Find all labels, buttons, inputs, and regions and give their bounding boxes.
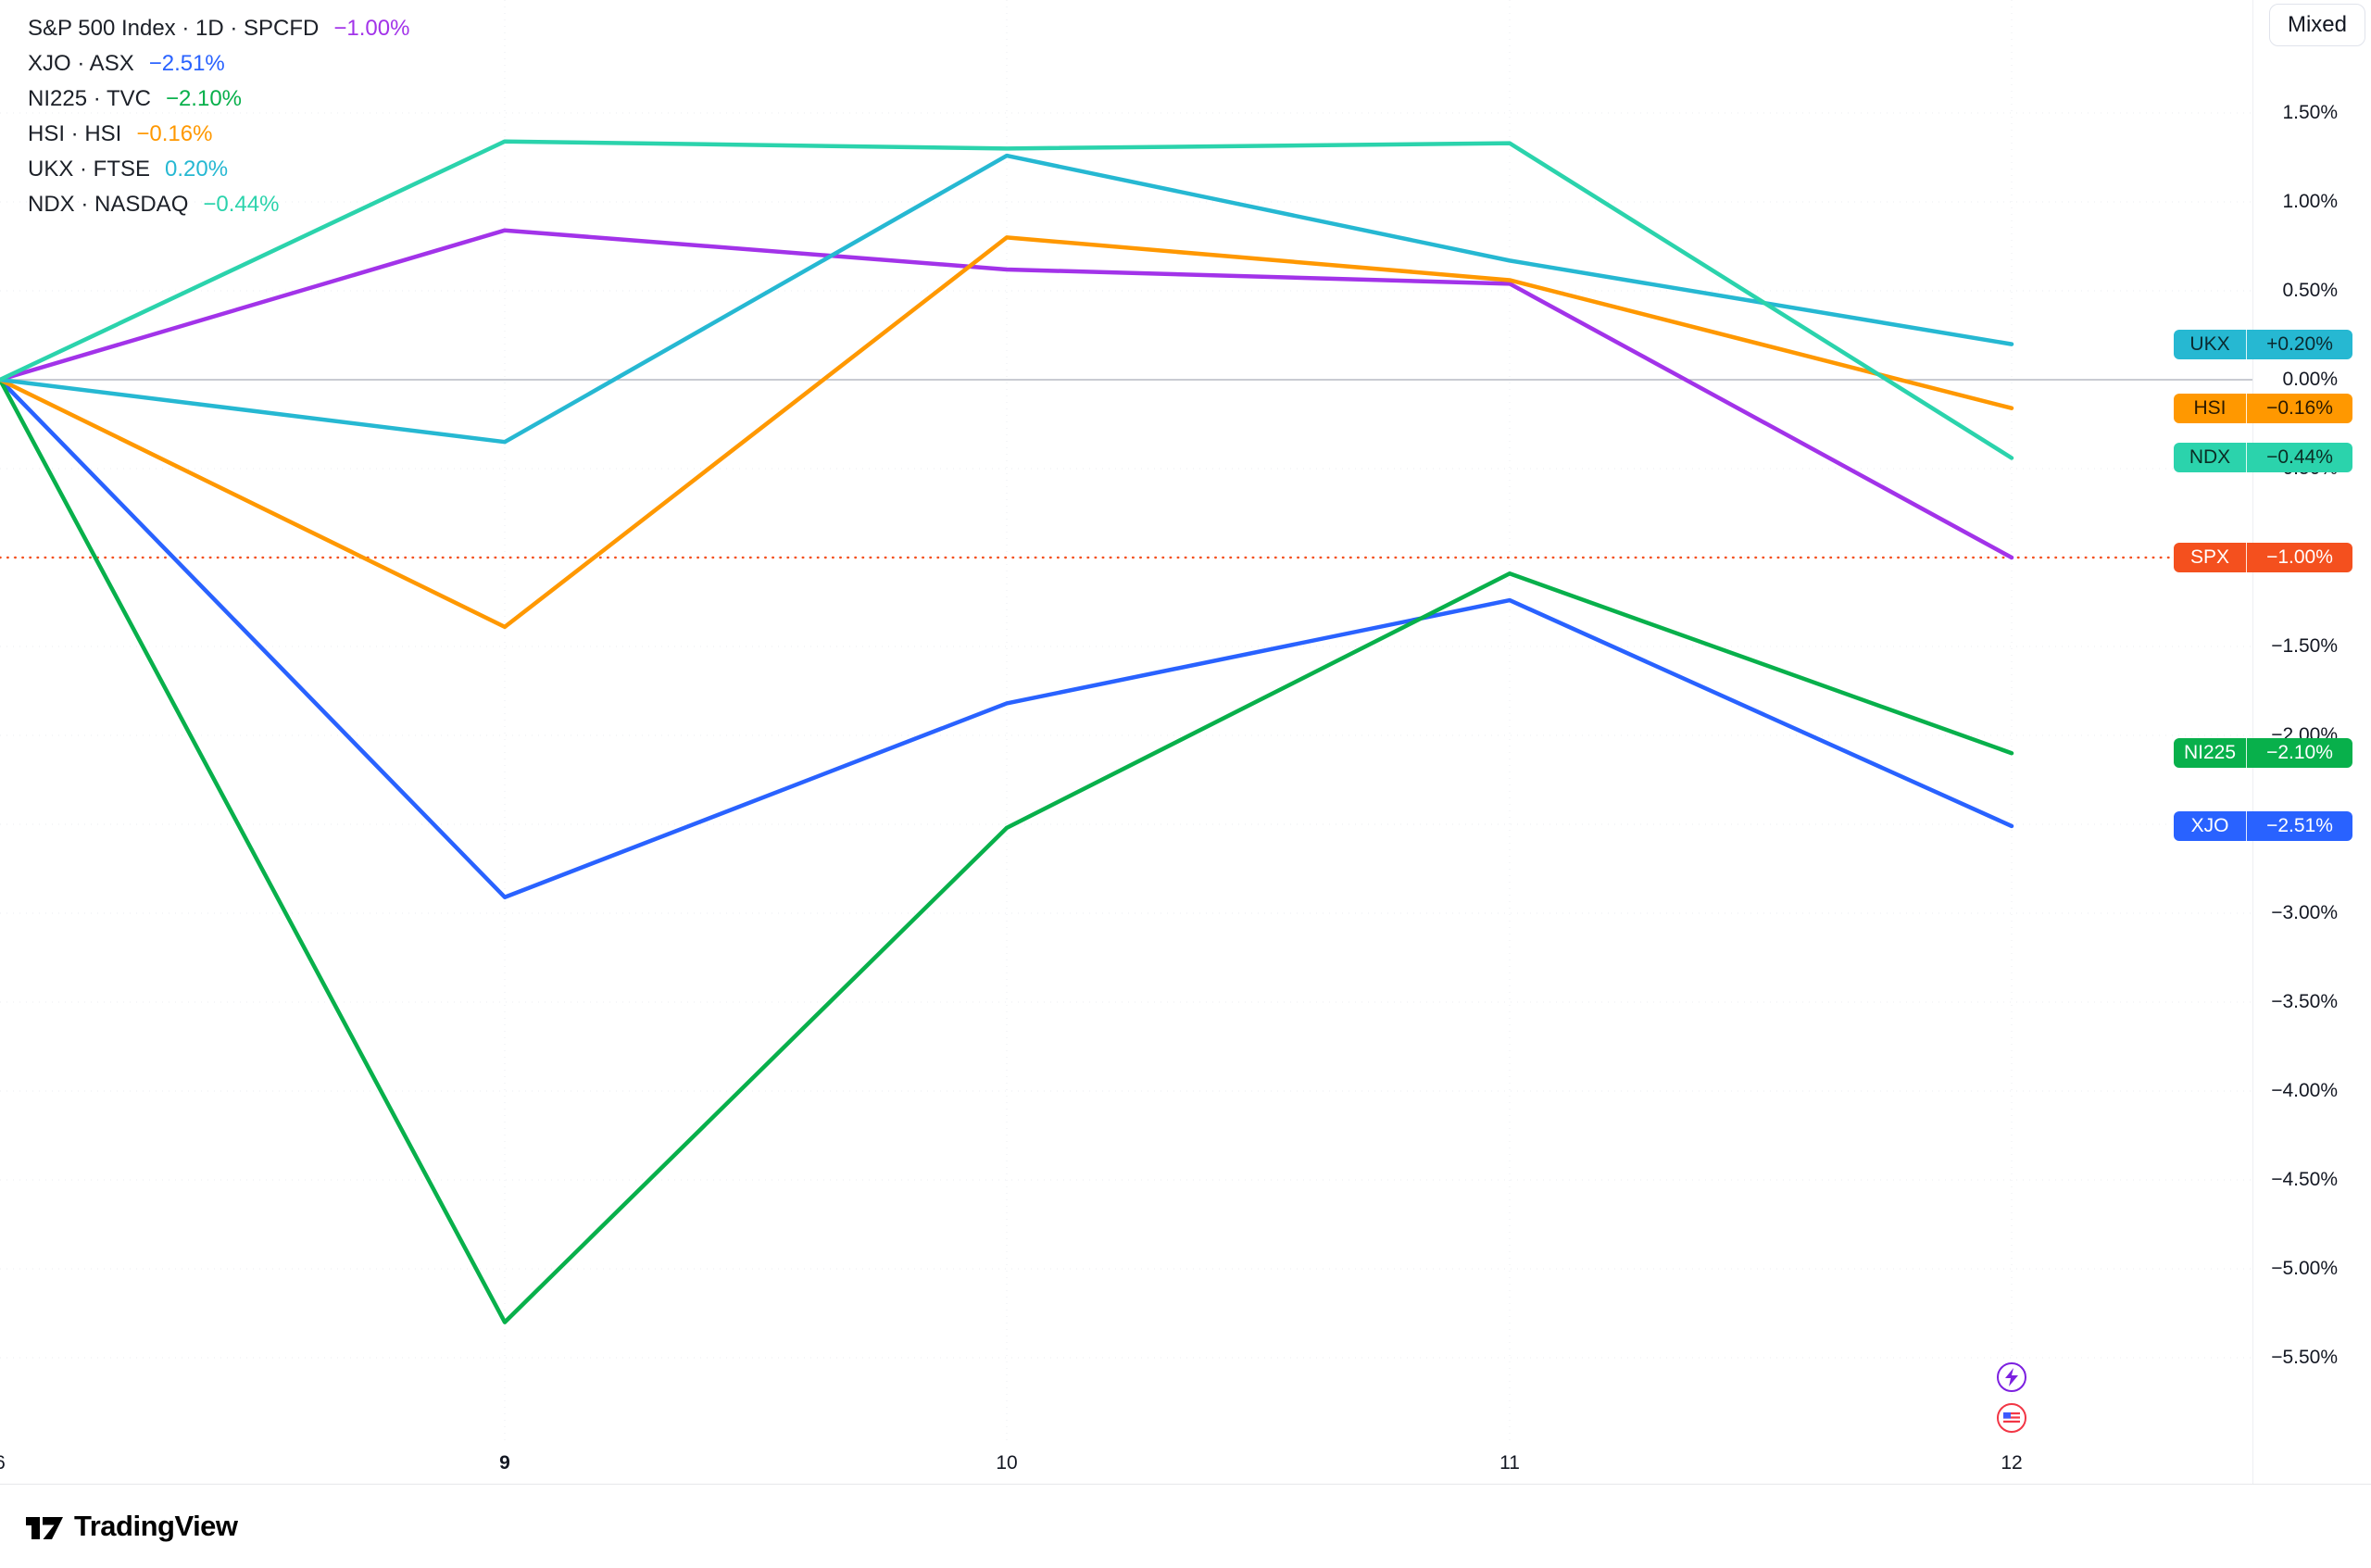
- lightning-bolt-glyph: [2005, 1368, 2018, 1386]
- price-label-symbol: SPX: [2174, 543, 2247, 572]
- x-axis-label-9: 9: [499, 1452, 510, 1474]
- legend-row-3[interactable]: HSI · HSI −0.16%: [28, 117, 409, 152]
- y-axis-label: −4.50%: [2271, 1169, 2338, 1190]
- market-status-button[interactable]: Mixed: [2269, 4, 2365, 46]
- tradingview-logo[interactable]: TradingView: [24, 1506, 238, 1547]
- legend-change-value: −2.10%: [165, 86, 243, 111]
- lightning-event-icon[interactable]: [1997, 1362, 2026, 1392]
- legend-change-value: 0.20%: [165, 157, 229, 182]
- footer-bar: TradingView: [0, 1484, 2371, 1568]
- x-axis-label-10: 10: [996, 1452, 1018, 1474]
- legend-change-value: −0.16%: [136, 121, 213, 146]
- chart-canvas[interactable]: [0, 0, 2371, 1484]
- price-label-value: −0.44%: [2247, 443, 2352, 473]
- legend-symbol: HSI · HSI: [28, 121, 122, 146]
- series-line-hsi[interactable]: [0, 235, 2014, 630]
- us-flag-glyph: [2003, 1411, 2020, 1423]
- legend: S&P 500 Index · 1D · SPCFD −1.00% XJO · AS…: [28, 11, 409, 222]
- y-axis-label: 1.50%: [2282, 102, 2338, 123]
- legend-row-2[interactable]: NI225 · TVC −2.10%: [28, 82, 409, 117]
- series-line-spx[interactable]: [0, 228, 2014, 560]
- y-axis-label: −4.00%: [2271, 1080, 2338, 1101]
- y-axis-label: 0.00%: [2282, 369, 2338, 390]
- price-label-hsi[interactable]: HSI −0.16%: [2174, 393, 2352, 423]
- legend-symbol: NI225 · TVC: [28, 86, 151, 111]
- series-line-ni225[interactable]: [0, 377, 2014, 1324]
- y-axis-label: −5.50%: [2271, 1347, 2338, 1368]
- y-axis-label: −3.00%: [2271, 902, 2338, 923]
- legend-change-value: −2.51%: [148, 51, 225, 76]
- price-label-value: +0.20%: [2247, 329, 2352, 359]
- price-label-spx[interactable]: SPX −1.00%: [2174, 543, 2352, 572]
- y-axis-label: −1.50%: [2271, 635, 2338, 657]
- price-label-ndx[interactable]: NDX −0.44%: [2174, 443, 2352, 473]
- y-axis-label: 1.00%: [2282, 191, 2338, 212]
- legend-symbol: S&P 500 Index · 1D · SPCFD: [28, 16, 320, 41]
- price-label-ni225[interactable]: NI225 −2.10%: [2174, 738, 2352, 769]
- price-label-value: −2.51%: [2247, 810, 2352, 841]
- price-label-value: −0.16%: [2247, 393, 2352, 423]
- x-axis-label-6: 6: [0, 1452, 6, 1474]
- legend-row-0[interactable]: S&P 500 Index · 1D · SPCFD −1.00%: [28, 11, 409, 46]
- price-label-xjo[interactable]: XJO −2.51%: [2174, 810, 2352, 841]
- legend-change-value: −0.44%: [203, 192, 280, 217]
- tradingview-mark-icon: [26, 1517, 63, 1539]
- price-label-symbol: NDX: [2174, 443, 2247, 473]
- price-label-value: −1.00%: [2247, 543, 2352, 572]
- legend-change-value: −1.00%: [333, 16, 410, 41]
- legend-symbol: UKX · FTSE: [28, 157, 151, 182]
- y-axis-label: −5.00%: [2271, 1258, 2338, 1279]
- us-flag-event-icon[interactable]: [1997, 1403, 2026, 1433]
- x-axis-label-11: 11: [1499, 1452, 1520, 1474]
- price-label-symbol: HSI: [2174, 393, 2247, 423]
- series-line-ndx[interactable]: [0, 139, 2014, 460]
- price-label-symbol: UKX: [2174, 329, 2247, 359]
- price-label-ukx[interactable]: UKX +0.20%: [2174, 329, 2352, 359]
- y-axis-label: −3.50%: [2271, 991, 2338, 1012]
- price-label-symbol: NI225: [2174, 738, 2247, 769]
- legend-row-5[interactable]: NDX · NASDAQ −0.44%: [28, 187, 409, 222]
- legend-symbol: NDX · NASDAQ: [28, 192, 189, 217]
- price-label-symbol: XJO: [2174, 810, 2247, 841]
- legend-row-1[interactable]: XJO · ASX −2.51%: [28, 46, 409, 82]
- legend-row-4[interactable]: UKX · FTSE 0.20%: [28, 152, 409, 187]
- legend-symbol: XJO · ASX: [28, 51, 134, 76]
- price-label-value: −2.10%: [2247, 738, 2352, 769]
- series-line-ukx[interactable]: [0, 153, 2014, 445]
- y-axis-label: 0.50%: [2282, 280, 2338, 301]
- series-line-xjo[interactable]: [0, 377, 2014, 899]
- brand-name: TradingView: [74, 1510, 238, 1542]
- x-axis-label-12: 12: [2001, 1452, 2023, 1474]
